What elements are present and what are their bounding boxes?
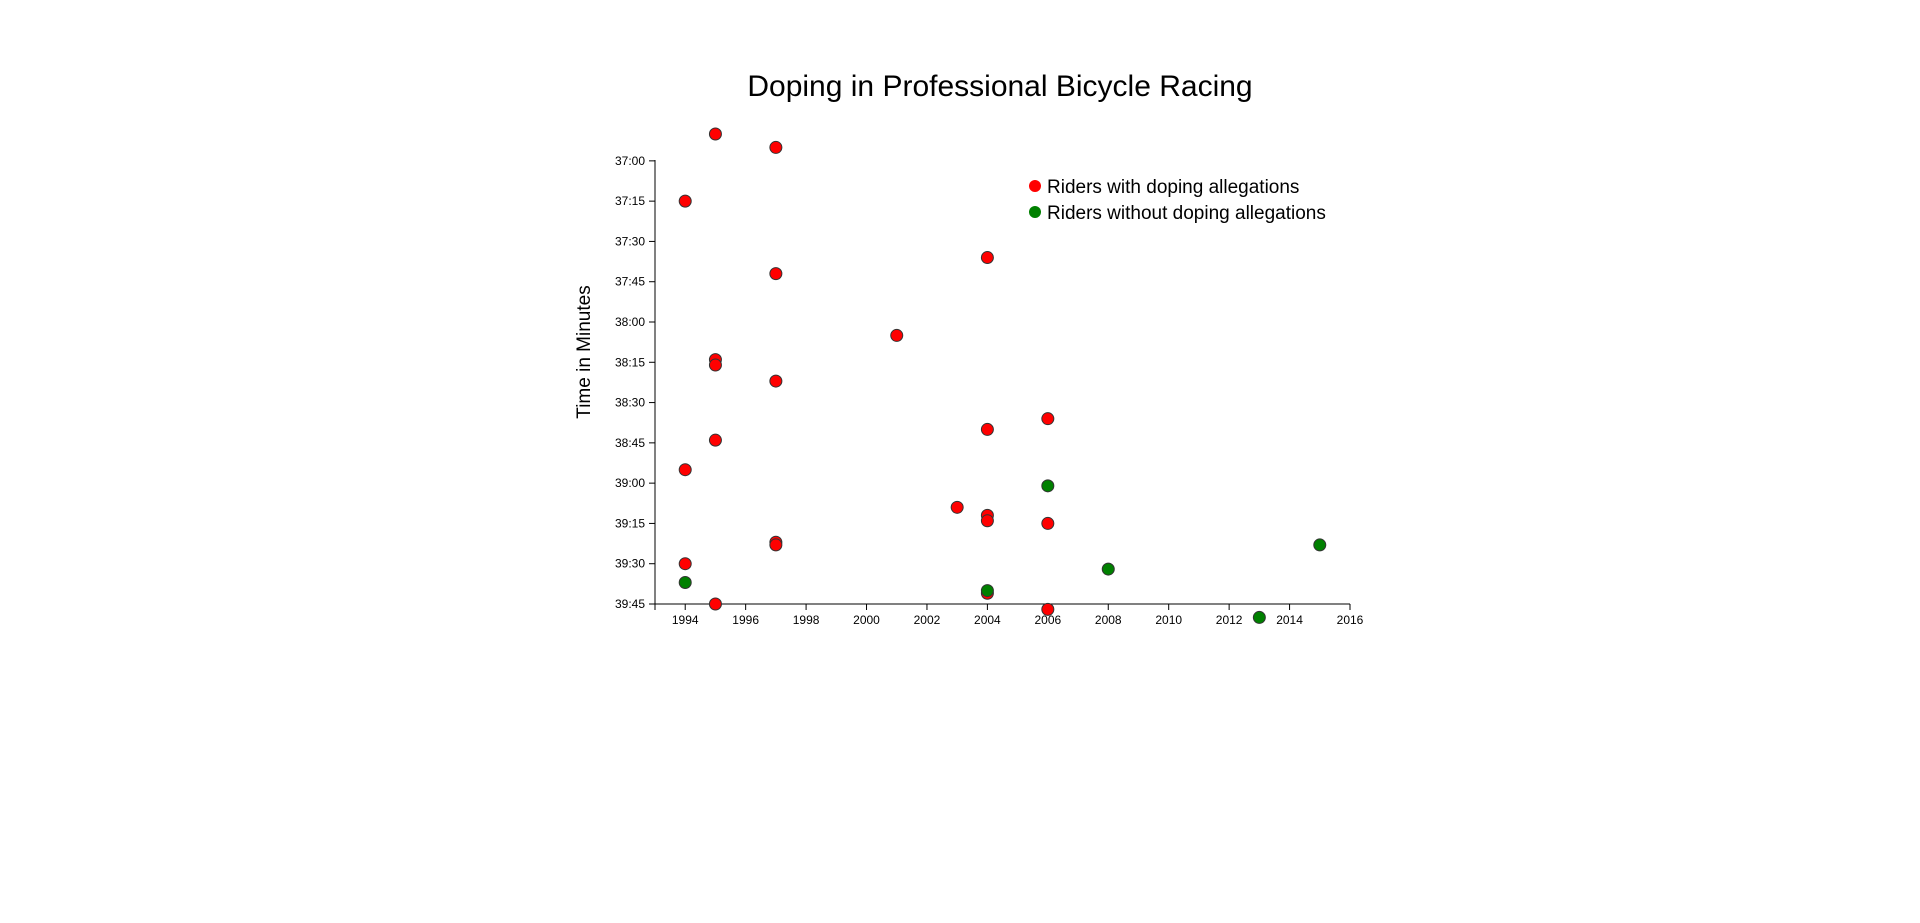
y-tick-label: 39:15 bbox=[615, 516, 645, 530]
data-point-clean bbox=[678, 576, 692, 590]
data-point-doping bbox=[708, 127, 722, 141]
data-point-doping bbox=[769, 538, 783, 552]
legend-swatch bbox=[1029, 206, 1041, 218]
y-tick-label: 37:30 bbox=[615, 234, 645, 248]
data-point-clean bbox=[1313, 538, 1327, 552]
x-tick-label: 2004 bbox=[974, 613, 1001, 627]
x-tick-label: 2016 bbox=[1337, 613, 1364, 627]
y-tick-label: 39:30 bbox=[615, 557, 645, 571]
data-point-doping bbox=[678, 194, 692, 208]
y-tick-label: 38:45 bbox=[615, 436, 645, 450]
x-tick-label: 1998 bbox=[793, 613, 820, 627]
data-point-doping bbox=[678, 557, 692, 571]
y-tick-label: 37:00 bbox=[615, 154, 645, 168]
data-point-doping bbox=[1041, 602, 1055, 616]
data-point-doping bbox=[708, 433, 722, 447]
data-point-doping bbox=[769, 267, 783, 281]
data-point-doping bbox=[890, 328, 904, 342]
y-tick-label: 39:00 bbox=[615, 476, 645, 490]
x-tick-label: 2012 bbox=[1216, 613, 1243, 627]
y-tick-label: 37:15 bbox=[615, 194, 645, 208]
x-tick-label: 2008 bbox=[1095, 613, 1122, 627]
legend: Riders with doping allegations Riders wit… bbox=[1029, 177, 1326, 224]
y-tick-label: 38:30 bbox=[615, 396, 645, 410]
x-tick-label: 2002 bbox=[914, 613, 941, 627]
data-point-clean bbox=[980, 584, 994, 598]
data-point-doping bbox=[708, 358, 722, 372]
legend-swatch bbox=[1029, 180, 1041, 192]
y-tick-label: 38:15 bbox=[615, 355, 645, 369]
data-point-clean bbox=[1041, 479, 1055, 493]
legend-label: Riders with doping allegations bbox=[1047, 177, 1299, 198]
y-axis: 37:00 37:15 37:30 37:45 38:00 38:15 38:30 38:45… bbox=[615, 154, 656, 611]
x-tick-label: 2010 bbox=[1155, 613, 1182, 627]
data-point-doping bbox=[708, 597, 722, 611]
data-point-doping bbox=[980, 422, 994, 436]
y-tick-label: 39:45 bbox=[615, 597, 645, 611]
data-points bbox=[678, 127, 1327, 624]
legend-label: Riders without doping allegations bbox=[1047, 203, 1326, 224]
y-tick-label: 37:45 bbox=[615, 275, 645, 289]
x-tick-label: 1994 bbox=[672, 613, 699, 627]
data-point-doping bbox=[678, 463, 692, 477]
x-tick-label: 1996 bbox=[732, 613, 759, 627]
y-tick-label: 38:00 bbox=[615, 315, 645, 329]
data-point-doping bbox=[1041, 516, 1055, 530]
x-axis: 1994 1996 1998 2000 2002 2004 2006 2008 2010 2012… bbox=[654, 603, 1364, 627]
data-point-doping bbox=[769, 140, 783, 154]
y-axis-title: Time in Minutes bbox=[574, 285, 595, 418]
data-point-clean bbox=[1252, 610, 1266, 624]
chart-title: Doping in Professional Bicycle Racing bbox=[747, 70, 1253, 103]
data-point-doping bbox=[1041, 412, 1055, 426]
data-point-doping bbox=[980, 251, 994, 265]
data-point-doping bbox=[950, 500, 964, 514]
x-tick-label: 2014 bbox=[1276, 613, 1303, 627]
data-point-doping bbox=[769, 374, 783, 388]
data-point-doping bbox=[980, 514, 994, 528]
x-tick-label: 2000 bbox=[853, 613, 880, 627]
x-tick-label: 2006 bbox=[1034, 613, 1061, 627]
data-point-clean bbox=[1101, 562, 1115, 576]
